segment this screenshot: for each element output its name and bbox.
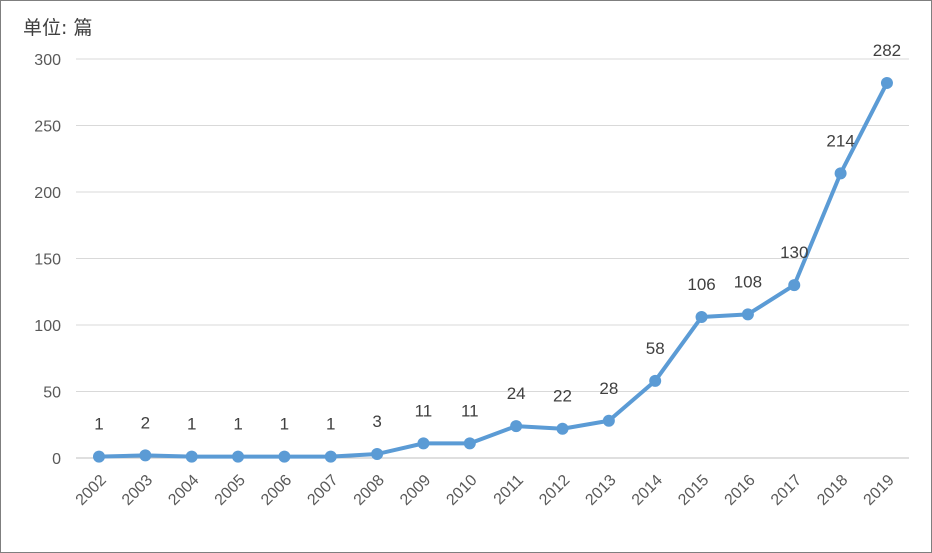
x-tick-label: 2013: [582, 472, 619, 509]
data-label: 282: [873, 41, 901, 60]
data-point: [602, 414, 615, 427]
data-label: 1: [326, 415, 335, 434]
x-tick-label: 2003: [119, 472, 156, 509]
data-label: 2: [141, 413, 150, 432]
data-point: [463, 437, 476, 450]
data-point: [371, 448, 384, 461]
x-tick-label: 2009: [397, 472, 434, 509]
data-point: [185, 450, 198, 463]
data-point: [278, 450, 291, 463]
y-tick-label: 50: [43, 385, 61, 402]
data-label: 1: [187, 415, 196, 434]
data-point: [139, 449, 152, 462]
x-tick-label: 2012: [536, 472, 573, 509]
unit-label: 单位: 篇: [23, 17, 93, 39]
data-point: [93, 450, 105, 463]
x-axis: 2002 2003 2004 2005 2006 2007 2008 2009 2010 2011…: [73, 472, 898, 509]
y-tick-label: 0: [52, 451, 61, 468]
data-label: 1: [280, 415, 289, 434]
x-tick-label: 2014: [629, 472, 666, 509]
x-tick-label: 2002: [73, 472, 110, 509]
data-label: 108: [734, 272, 762, 291]
x-tick-label: 2018: [814, 472, 851, 509]
data-label: 130: [780, 243, 808, 262]
data-point: [834, 167, 847, 180]
data-point: [417, 437, 430, 450]
x-tick-label: 2008: [351, 472, 388, 509]
data-label: 11: [415, 401, 433, 420]
data-point: [510, 420, 523, 433]
y-axis: 0 50 100 150 200 250 300: [34, 52, 61, 468]
x-tick-label: 2015: [675, 472, 712, 509]
data-point: [741, 308, 754, 321]
series: [93, 76, 893, 463]
data-point: [649, 374, 662, 387]
y-tick-label: 300: [34, 52, 61, 69]
data-label: 24: [507, 384, 526, 403]
y-tick-label: 150: [34, 252, 61, 269]
x-tick-label: 2007: [304, 472, 341, 509]
gridlines: [76, 58, 909, 459]
x-tick-label: 2004: [165, 472, 202, 509]
x-tick-label: 2017: [768, 472, 805, 509]
data-point: [232, 450, 245, 463]
data-label: 58: [646, 339, 665, 358]
data-point: [880, 76, 893, 89]
data-label: 1: [233, 415, 242, 434]
y-tick-label: 200: [34, 185, 61, 202]
data-label: 28: [599, 379, 618, 398]
data-point: [695, 311, 708, 324]
data-point: [556, 422, 569, 435]
x-tick-label: 2011: [491, 472, 527, 508]
y-tick-label: 250: [34, 119, 61, 136]
series-line: [97, 80, 889, 459]
data-label: 1: [94, 415, 103, 434]
x-tick-label: 2019: [861, 472, 898, 509]
data-label: 11: [461, 401, 479, 420]
x-tick-label: 2010: [443, 472, 480, 509]
y-tick-label: 100: [34, 318, 61, 335]
data-point: [788, 279, 801, 292]
data-label: 214: [826, 131, 854, 150]
x-tick-label: 2005: [212, 472, 249, 509]
data-point: [324, 450, 337, 463]
data-label: 22: [553, 387, 572, 406]
data-label: 3: [372, 412, 381, 431]
x-tick-label: 2016: [722, 472, 759, 509]
x-tick-label: 2006: [258, 472, 295, 509]
data-label: 106: [687, 275, 715, 294]
